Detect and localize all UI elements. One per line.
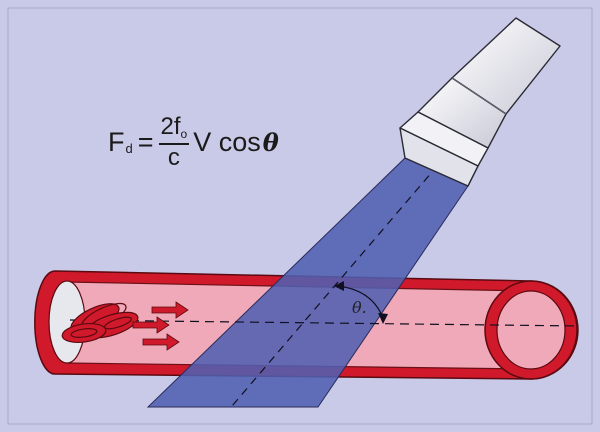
diagram-frame — [7, 7, 593, 425]
flow-arrow-icon — [142, 333, 180, 351]
angle-label: θ. — [352, 298, 367, 317]
formula-equals: = — [137, 127, 154, 157]
formula-numerator-coef: 2f — [160, 113, 181, 140]
ultrasound-probe-icon — [399, 17, 561, 187]
formula-lhs: F — [108, 127, 125, 157]
red-blood-cells-icon — [61, 302, 139, 344]
formula-denominator: c — [167, 144, 180, 171]
flow-arrow-icon — [132, 316, 170, 334]
formula-theta: θ — [262, 128, 279, 157]
formula-fraction: 2fo c — [158, 113, 190, 171]
formula-lhs-subscript: d — [125, 141, 133, 156]
formula-velocity-cos: V cos — [193, 127, 261, 157]
formula-numerator: 2fo — [158, 113, 190, 145]
vessel-axis — [69, 319, 581, 327]
angle-arrowhead-bottom — [378, 313, 388, 324]
flow-arrow-icon — [151, 301, 189, 319]
flow-arrows — [132, 301, 189, 351]
angle-arrowhead-top — [334, 281, 344, 291]
formula-numerator-subscript: o — [180, 127, 188, 141]
